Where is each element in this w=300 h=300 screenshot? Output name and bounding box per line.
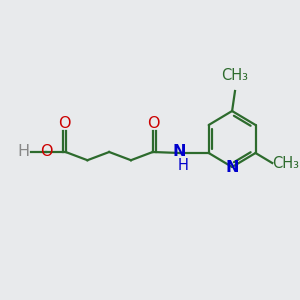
Text: O: O (40, 145, 52, 160)
Text: O: O (58, 116, 71, 130)
Text: N: N (225, 160, 239, 175)
Text: O: O (147, 116, 160, 130)
Text: CH₃: CH₃ (221, 68, 248, 83)
Text: H: H (18, 145, 30, 160)
Text: H: H (177, 158, 188, 173)
Text: CH₃: CH₃ (272, 155, 299, 170)
Text: N: N (173, 145, 187, 160)
